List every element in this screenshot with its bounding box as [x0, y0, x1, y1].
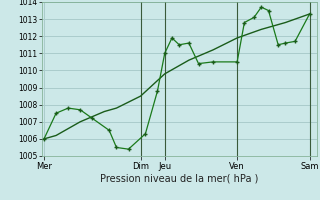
X-axis label: Pression niveau de la mer( hPa ): Pression niveau de la mer( hPa ) — [100, 173, 258, 183]
